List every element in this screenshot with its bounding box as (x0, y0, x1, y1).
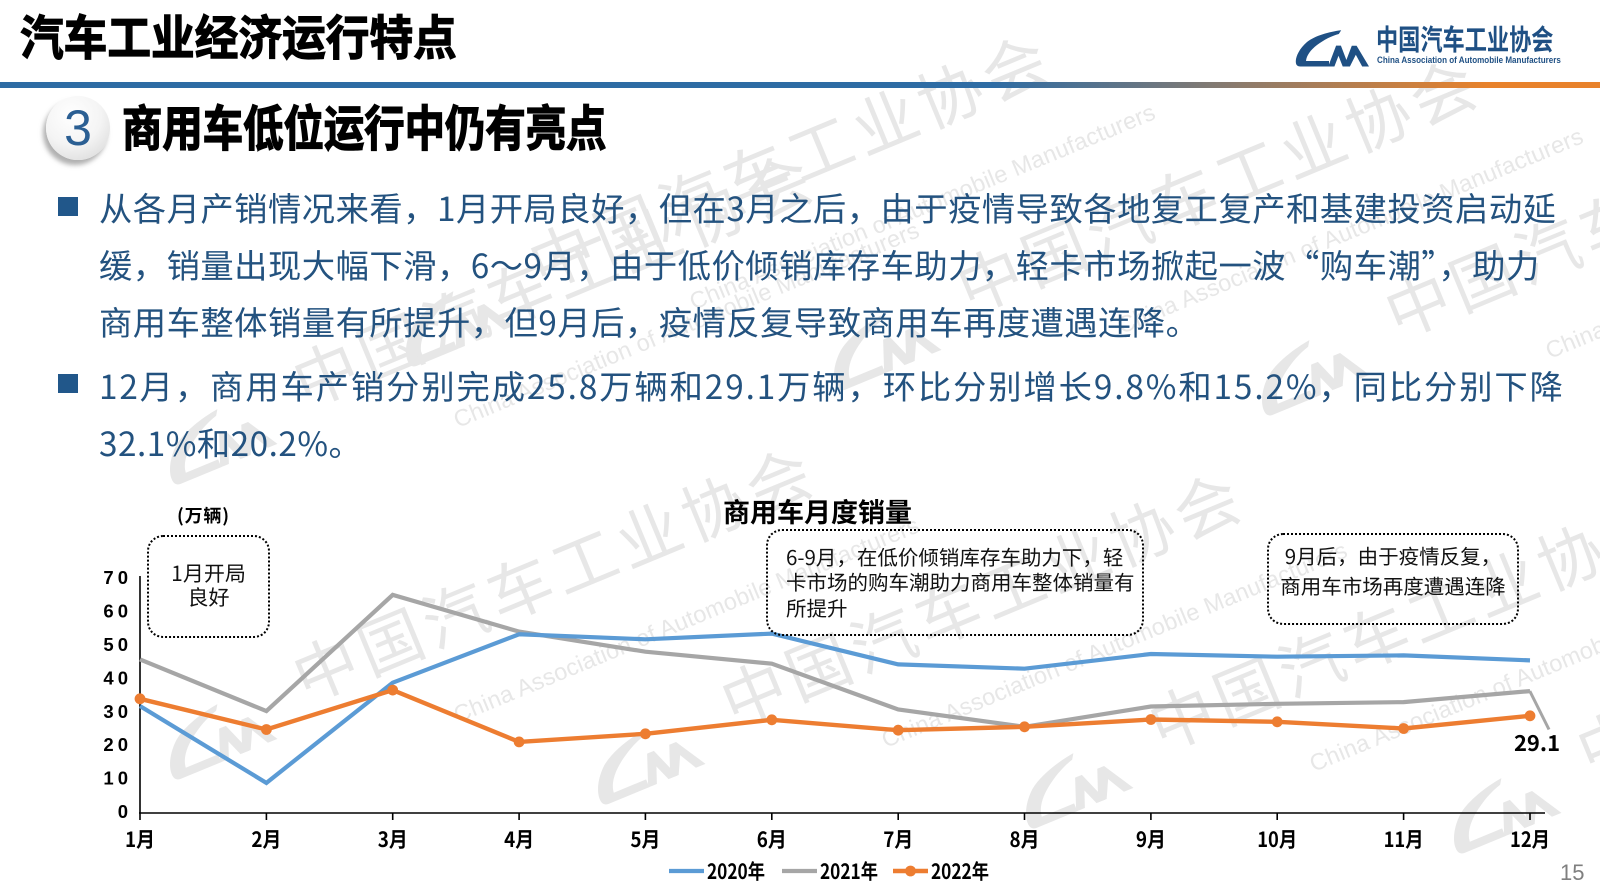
svg-text:4月: 4月 (504, 824, 534, 854)
svg-text:10: 10 (103, 768, 132, 789)
svg-text:2021年: 2021年 (820, 856, 878, 886)
svg-text:11月: 11月 (1384, 824, 1424, 854)
svg-text:0: 0 (118, 801, 132, 822)
svg-text:60: 60 (103, 601, 132, 622)
svg-text:6月: 6月 (757, 824, 787, 854)
svg-text:10月: 10月 (1257, 824, 1297, 854)
svg-text:3月: 3月 (378, 824, 408, 854)
svg-text:50: 50 (103, 634, 132, 655)
svg-text:12月: 12月 (1510, 824, 1550, 854)
svg-text:2月: 2月 (251, 824, 281, 854)
svg-text:8月: 8月 (1010, 824, 1040, 854)
svg-text:20: 20 (103, 734, 132, 755)
svg-text:5月: 5月 (630, 824, 660, 854)
svg-text:30: 30 (103, 701, 132, 722)
svg-text:1月: 1月 (125, 824, 155, 854)
svg-text:70: 70 (103, 567, 132, 588)
svg-text:7月: 7月 (883, 824, 913, 854)
svg-text:2022年: 2022年 (931, 856, 989, 886)
svg-text:2020年: 2020年 (707, 856, 765, 886)
svg-text:40: 40 (103, 667, 132, 688)
svg-text:9月: 9月 (1136, 824, 1166, 854)
